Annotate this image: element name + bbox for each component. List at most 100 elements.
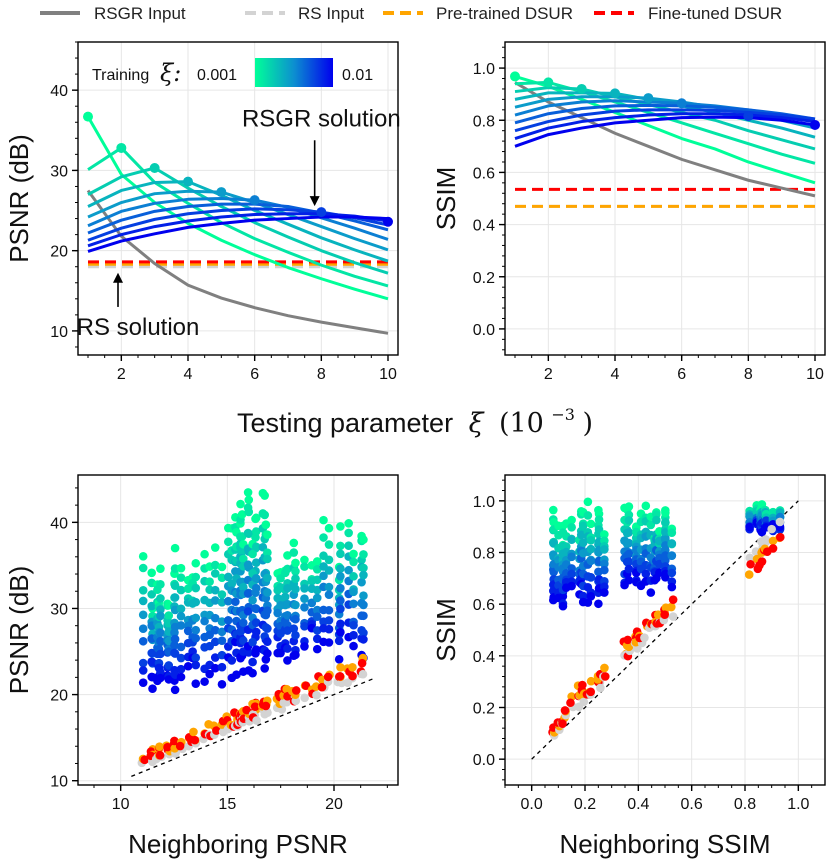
training-scatter-point	[567, 581, 576, 591]
y-axis-label: PSNR (dB)	[4, 566, 34, 695]
x-tick-label: 8	[744, 366, 753, 383]
training-scatter-point	[586, 519, 596, 529]
training-scatter-point	[336, 604, 345, 614]
training-scatter-point	[324, 638, 334, 647]
training-scatter-point	[324, 555, 334, 565]
peak-marker	[743, 111, 754, 122]
training-scatter-point	[324, 624, 334, 634]
rsgr-annotation-arrow-head	[309, 196, 320, 207]
dsur-scatter-point	[640, 633, 649, 642]
y-tick-label: 0.0	[473, 752, 495, 769]
y-tick-label: 40	[50, 83, 68, 100]
legend-rs-label: RS Input	[298, 4, 364, 23]
training-scatter-point	[210, 585, 220, 595]
training-scatter-point	[251, 558, 261, 567]
training-scatter-point	[334, 636, 344, 646]
dsur-scatter-point	[312, 690, 321, 700]
training-scatter-point	[263, 649, 272, 658]
training-scatter-point	[260, 510, 269, 520]
dsur-scatter-point	[212, 726, 221, 735]
training-scatter-point	[349, 572, 358, 581]
dsur-scatter-point	[242, 705, 251, 715]
y-axis-label: PSNR (dB)	[4, 134, 34, 263]
training-series-line-2	[87, 146, 389, 288]
identity-reference-line	[131, 678, 373, 777]
training-scatter-point	[307, 598, 317, 608]
x-tick-label: 6	[250, 366, 259, 383]
dsur-scatter-point	[757, 557, 767, 566]
training-scatter-point	[291, 614, 300, 624]
dsur-scatter-point	[744, 570, 754, 579]
training-scatter-point	[336, 583, 345, 593]
training-scatter-point	[586, 556, 596, 566]
dsur-scatter-point	[357, 658, 367, 668]
shared-xlabel-symbol: ξ	[469, 408, 485, 439]
training-scatter-point	[594, 515, 604, 524]
y-tick-label: 30	[50, 163, 68, 180]
training-scatter-point	[156, 580, 165, 589]
training-scatter-point	[156, 673, 165, 683]
training-scatter-point	[183, 661, 193, 671]
training-scatter-point	[600, 559, 609, 569]
training-scatter-point	[138, 666, 148, 675]
training-scatter-point	[324, 540, 334, 549]
training-scatter-point	[217, 590, 227, 599]
training-scatter-point	[300, 584, 309, 593]
dsur-scatter-point	[767, 524, 776, 534]
y-tick-label: 20	[50, 688, 68, 705]
training-scatter-point	[289, 538, 299, 548]
training-scatter-point	[549, 505, 558, 515]
training-scatter-point	[291, 584, 300, 594]
dsur-scatter-point	[348, 671, 357, 681]
training-scatter-point	[273, 608, 282, 618]
training-series-line-8	[514, 108, 816, 133]
training-series-line-6	[87, 197, 389, 241]
training-scatter-point	[251, 604, 261, 614]
training-series-line-5	[87, 189, 389, 252]
training-scatter-point	[251, 627, 261, 637]
training-scatter-point	[291, 600, 300, 610]
training-scatter-point	[359, 570, 368, 580]
training-scatter-point	[217, 573, 227, 583]
training-scatter-point	[300, 642, 309, 651]
training-scatter-point	[641, 569, 651, 579]
training-scatter-point	[200, 616, 209, 626]
plot-frame	[504, 41, 826, 356]
peak-marker	[810, 119, 820, 130]
training-scatter-point	[223, 596, 233, 606]
dsur-scatter-point	[560, 706, 570, 715]
psnr-line-chart: 2 4 6 8 10 10 20 30 40 PSNR (dB) RSGR solution RS s…	[4, 41, 401, 383]
training-scatter-point	[251, 527, 261, 536]
training-scatter-point	[210, 663, 220, 673]
dsur-scatter-point	[579, 697, 589, 707]
training-scatter-point	[312, 557, 322, 566]
dsur-scatter-point	[252, 716, 261, 725]
training-scatter-point	[251, 618, 261, 627]
training-scatter-point	[239, 582, 248, 592]
training-scatter-point	[583, 511, 593, 520]
training-scatter-point	[600, 530, 609, 539]
rsgr-input-line	[86, 189, 389, 335]
training-scatter-point	[248, 549, 257, 559]
dsur-scatter-point	[155, 750, 165, 760]
training-scatter-point	[558, 601, 568, 611]
training-scatter-point	[205, 669, 214, 679]
shared-xlabel-exp: −3	[551, 405, 575, 424]
dsur-scatter-point	[600, 663, 609, 673]
dsur-scatter-point	[653, 610, 663, 619]
training-scatter-point	[291, 567, 300, 576]
training-scatter-point	[652, 515, 661, 525]
dsur-scatter-point	[291, 686, 301, 695]
training-scatter-point	[237, 625, 247, 635]
dsur-scatter-point	[348, 663, 357, 672]
peak-marker	[183, 176, 193, 187]
training-scatter-point	[217, 662, 227, 672]
training-scatter-point	[260, 491, 269, 500]
training-scatter-point	[291, 650, 300, 660]
training-scatter-point	[349, 587, 358, 597]
training-scatter-point	[263, 606, 272, 615]
training-scatter-point	[176, 672, 186, 682]
plot-frame	[77, 41, 399, 356]
training-scatter-point	[312, 605, 322, 615]
x-tick-label: 10	[806, 366, 824, 383]
